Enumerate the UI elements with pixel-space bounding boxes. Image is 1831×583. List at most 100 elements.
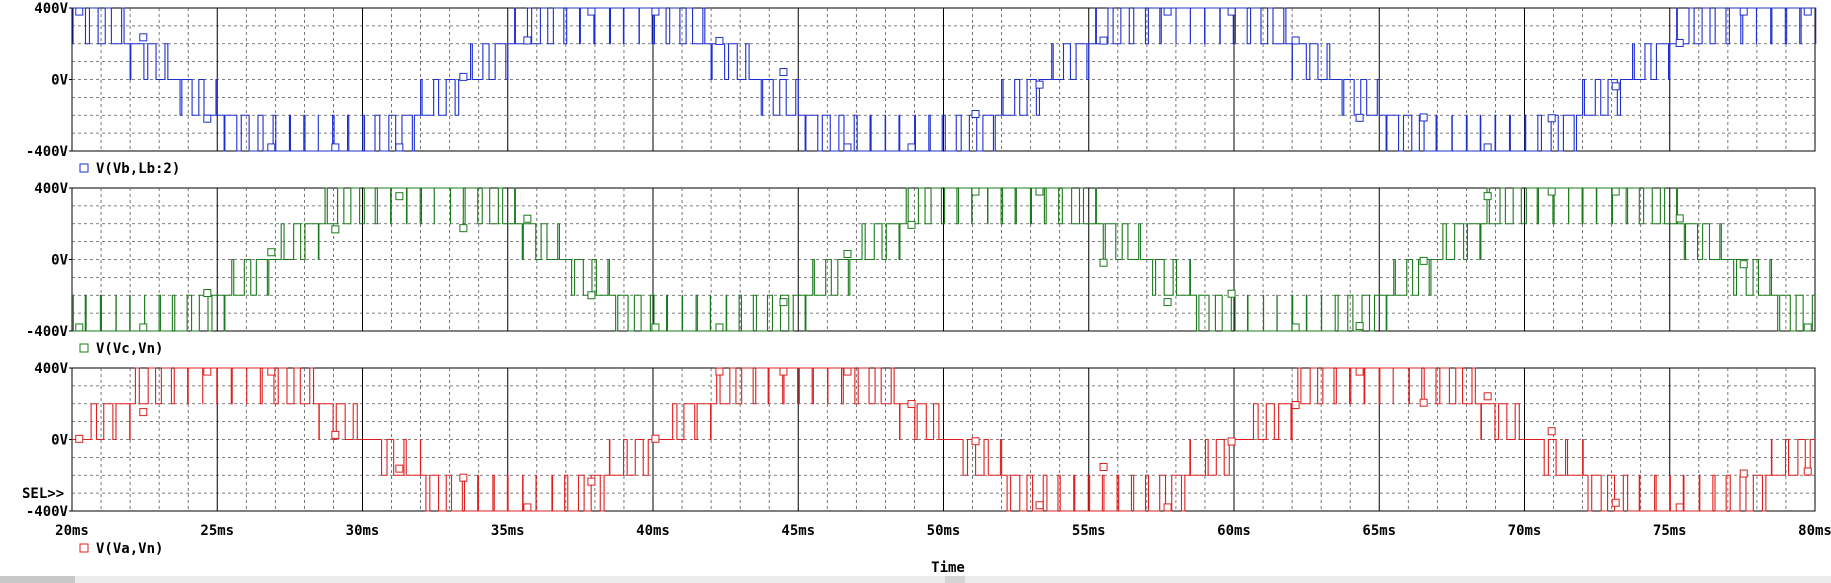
trace-marker xyxy=(1227,7,1236,16)
horizontal-scrollbar[interactable] xyxy=(0,576,1831,583)
trace-marker xyxy=(203,114,212,123)
trace-marker xyxy=(907,143,916,152)
legend-entry[interactable]: V(Va,Vn) xyxy=(79,541,163,557)
x-tick-label: 20ms xyxy=(55,523,89,539)
trace-marker xyxy=(907,220,916,229)
trace-marker xyxy=(331,430,340,439)
trace-marker xyxy=(1163,503,1172,512)
trace-marker xyxy=(843,249,852,258)
trace-marker xyxy=(75,323,84,332)
trace-marker xyxy=(587,477,596,486)
trace-marker xyxy=(1483,392,1492,401)
trace-marker xyxy=(1099,258,1108,267)
trace-marker xyxy=(907,400,916,409)
trace-marker xyxy=(523,503,532,512)
trace-marker xyxy=(1355,113,1364,122)
trace-marker xyxy=(203,367,212,376)
waveform-trace xyxy=(72,367,1815,512)
trace-marker xyxy=(331,143,340,152)
trace-marker xyxy=(1099,462,1108,471)
trace-marker xyxy=(1611,187,1620,196)
trace-marker xyxy=(267,367,276,376)
legend-label: V(Vb,Lb:2) xyxy=(96,161,180,177)
trace-marker xyxy=(779,68,788,77)
trace-marker xyxy=(459,72,468,81)
trace-marker xyxy=(1483,143,1492,152)
trace-marker xyxy=(267,248,276,257)
trace-marker xyxy=(1227,289,1236,298)
trace-marker xyxy=(1035,187,1044,196)
legend-entry[interactable]: V(Vc,Vn) xyxy=(79,341,163,357)
legend-entry[interactable]: V(Vb,Lb:2) xyxy=(79,161,180,177)
trace-marker xyxy=(395,192,404,201)
trace-marker xyxy=(587,291,596,300)
legend-marker-icon xyxy=(79,343,89,353)
trace-marker xyxy=(1355,367,1364,376)
trace-marker xyxy=(523,36,532,45)
trace-marker xyxy=(1035,501,1044,510)
panel-3: 400V 0V -400V V(Va,Vn) xyxy=(26,361,1816,557)
y-tick-label: 400V xyxy=(34,361,68,377)
panel-2: 400V 0V -400V V(Vc,Vn) xyxy=(26,181,1816,357)
trace-marker xyxy=(139,323,148,332)
x-tick-label: 80ms xyxy=(1798,523,1831,539)
y-tick-label: -400V xyxy=(26,144,69,160)
waveform-trace xyxy=(72,187,1815,332)
x-tick-label: 50ms xyxy=(927,523,961,539)
y-tick-label: 400V xyxy=(34,181,68,197)
x-tick-label: 65ms xyxy=(1362,523,1396,539)
trace-marker xyxy=(459,224,468,233)
trace-marker xyxy=(715,36,724,45)
sel-marker: SEL>> xyxy=(22,486,64,502)
x-tick-label: 55ms xyxy=(1072,523,1106,539)
trace-marker xyxy=(843,367,852,376)
x-tick-label: 40ms xyxy=(636,523,670,539)
legend-marker-icon xyxy=(79,543,89,553)
scrollbar-thumb[interactable] xyxy=(0,576,75,583)
trace-marker xyxy=(1163,298,1172,307)
y-tick-label: 0V xyxy=(51,433,68,449)
legend-label: V(Vc,Vn) xyxy=(96,341,163,357)
trace-marker xyxy=(331,225,340,234)
trace-marker xyxy=(1099,36,1108,45)
trace-marker xyxy=(1227,437,1236,446)
trace-marker xyxy=(1483,192,1492,201)
trace-marker xyxy=(1675,503,1684,512)
x-tick-label: 35ms xyxy=(491,523,525,539)
trace-marker xyxy=(971,187,980,196)
trace-marker xyxy=(395,464,404,473)
x-tick-label: 60ms xyxy=(1217,523,1251,539)
legend-label: V(Va,Vn) xyxy=(96,541,163,557)
y-tick-label: 0V xyxy=(51,73,68,89)
trace-marker xyxy=(1739,7,1748,16)
trace-marker xyxy=(1803,7,1812,16)
trace-marker xyxy=(651,434,660,443)
trace-marker xyxy=(1419,398,1428,407)
trace-marker xyxy=(1035,80,1044,89)
y-tick-label: -400V xyxy=(26,324,69,340)
trace-marker xyxy=(1355,322,1364,331)
trace-marker xyxy=(843,143,852,152)
trace-marker xyxy=(1675,214,1684,223)
trace-marker xyxy=(267,143,276,152)
time-axis-label: Time xyxy=(931,560,965,576)
trace-marker xyxy=(139,33,148,42)
trace-marker xyxy=(651,323,660,332)
trace-marker xyxy=(139,408,148,417)
trace-marker xyxy=(715,323,724,332)
trace-marker xyxy=(1291,400,1300,409)
plot-panels: 400V 0V -400V V(Vb,Lb:2) 400V 0V -400V V(Vc,Vn)… xyxy=(26,1,1817,557)
y-tick-label: -400V xyxy=(26,504,69,520)
trace-marker xyxy=(75,434,84,443)
trace-marker xyxy=(1291,323,1300,332)
y-tick-label: 0V xyxy=(51,253,68,269)
trace-marker xyxy=(715,367,724,376)
trace-marker xyxy=(651,7,660,16)
x-tick-label: 70ms xyxy=(1508,523,1542,539)
panel-1: 400V 0V -400V V(Vb,Lb:2) xyxy=(26,1,1817,177)
x-tick-label: 25ms xyxy=(200,523,234,539)
trace-marker xyxy=(971,110,980,119)
trace-marker xyxy=(1739,469,1748,478)
trace-marker xyxy=(1803,467,1812,476)
